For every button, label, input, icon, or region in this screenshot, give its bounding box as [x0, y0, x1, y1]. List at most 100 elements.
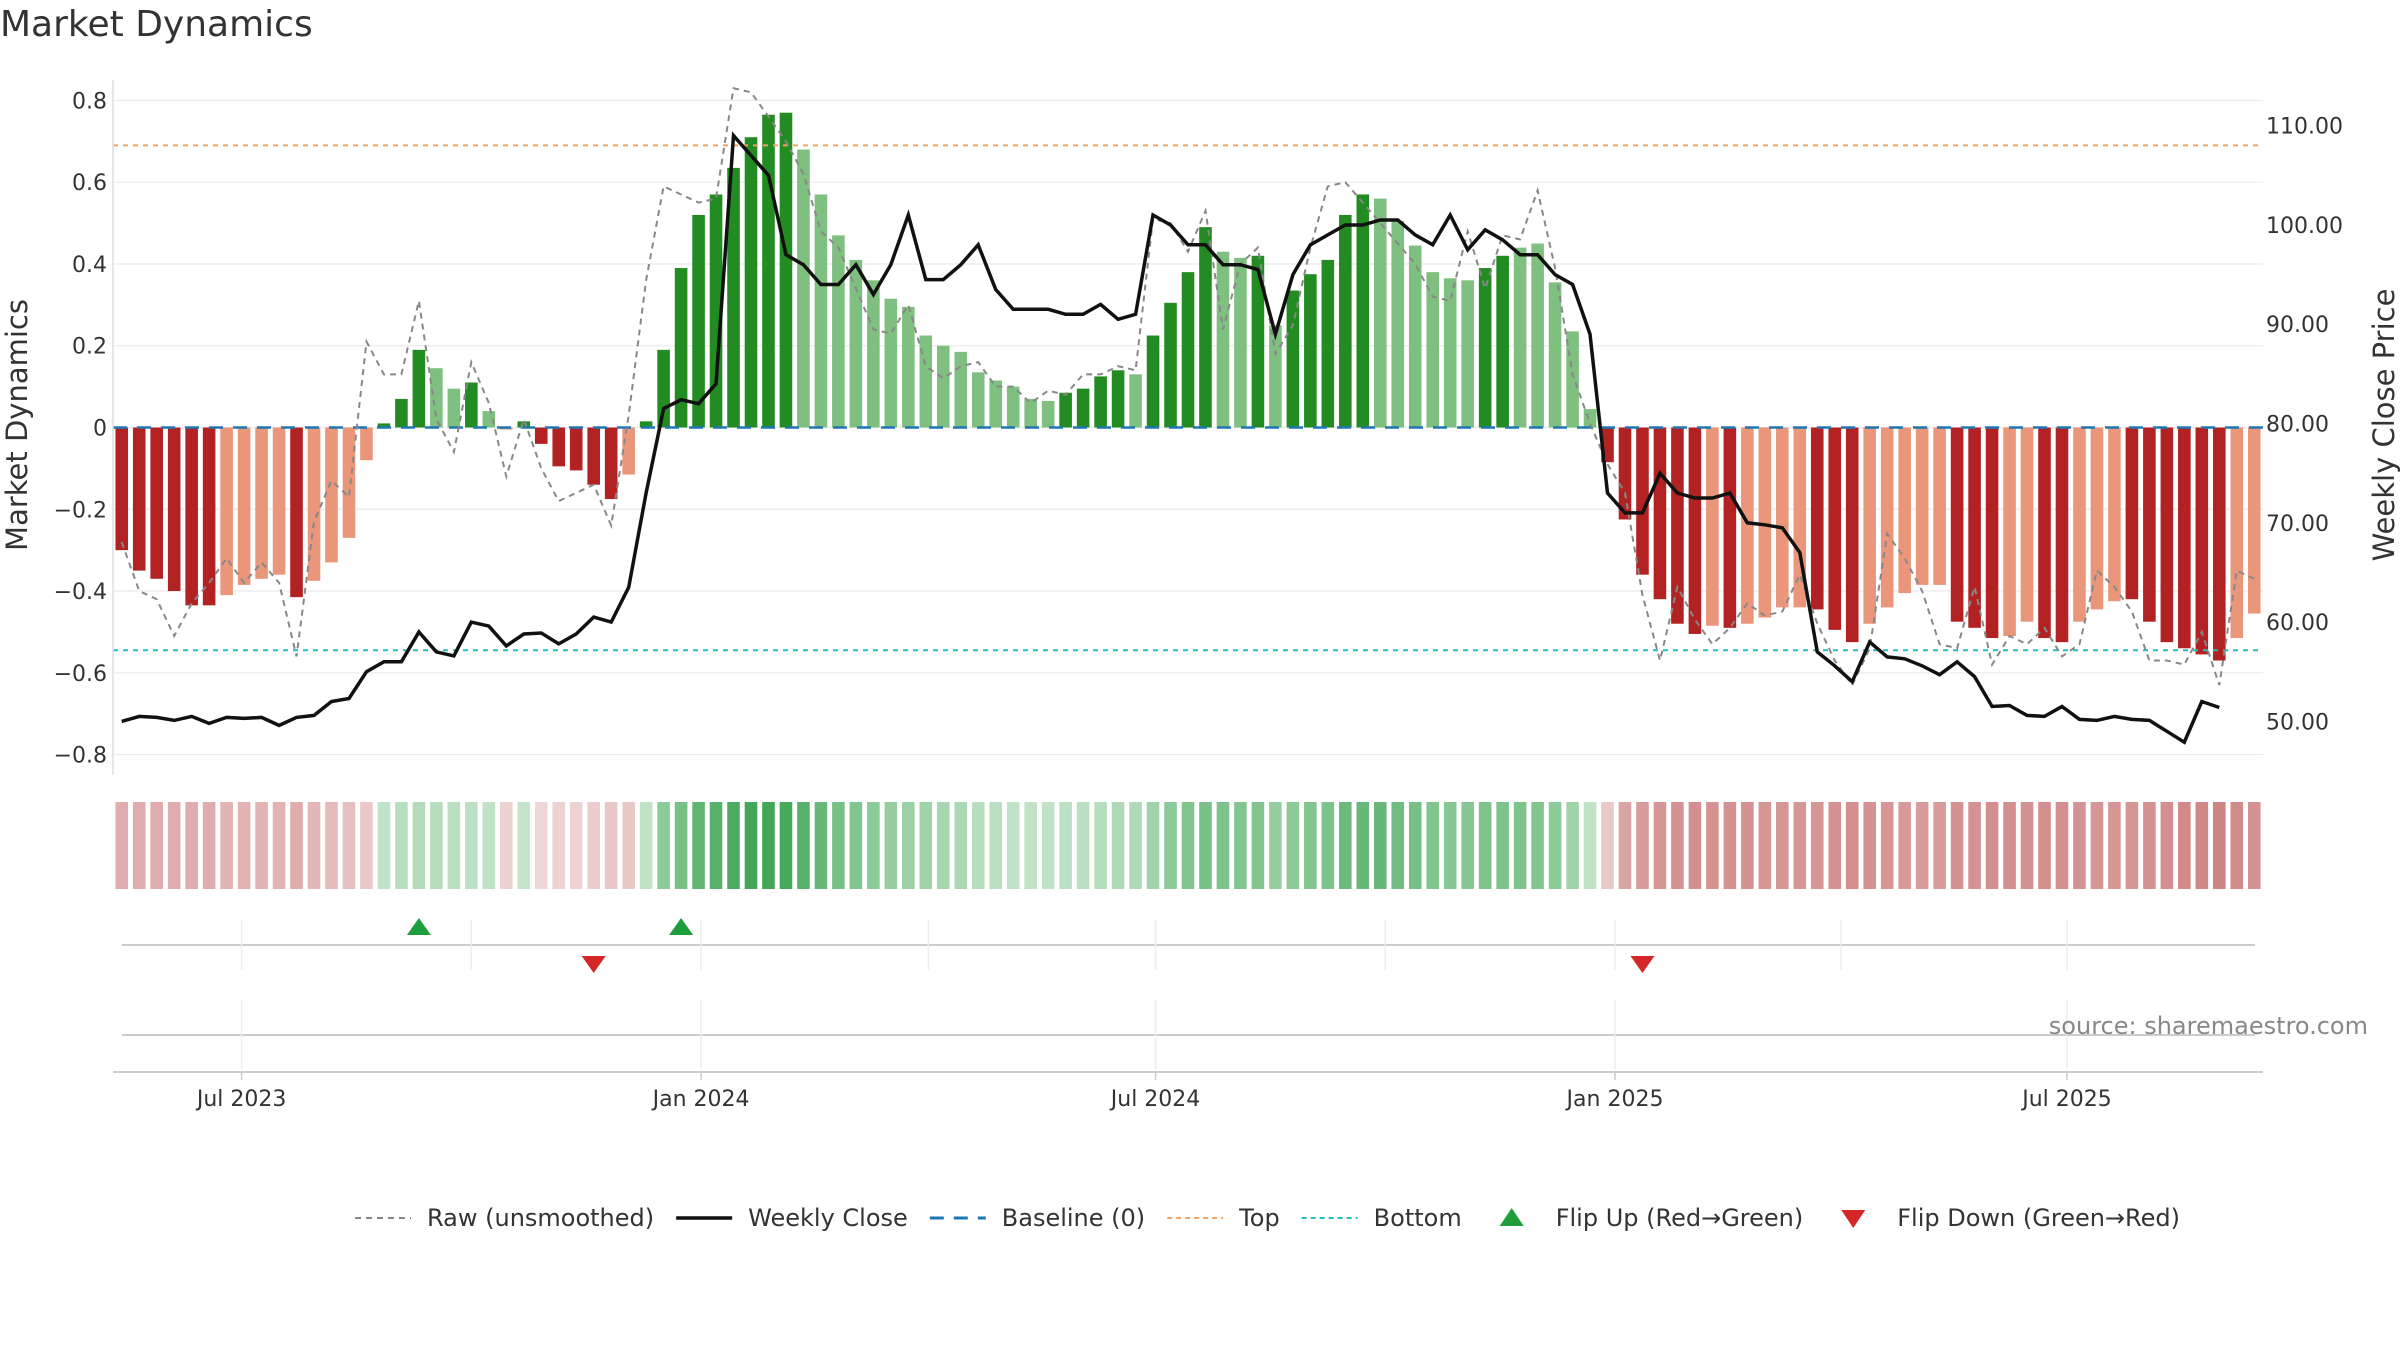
flip-down-marker: [1630, 956, 1655, 973]
band-cell: [1391, 802, 1405, 889]
dynamics-bar: [936, 345, 950, 428]
band-cell: [1094, 802, 1107, 889]
band-cell: [1950, 802, 1964, 889]
band-cell: [797, 802, 810, 889]
band-cell: [1443, 802, 1457, 889]
dynamics-bar: [1845, 427, 1859, 643]
dynamics-bar: [1059, 392, 1072, 428]
band-cell: [1566, 802, 1579, 889]
band-cell: [902, 802, 915, 889]
band-cell: [1286, 802, 1300, 889]
band-cell: [1618, 802, 1632, 889]
dynamics-bar: [255, 427, 268, 579]
band-cell: [1339, 802, 1352, 889]
band-cell: [430, 802, 443, 889]
band-cell: [1461, 802, 1474, 889]
dynamics-bar: [1915, 427, 1929, 585]
band-cell: [1531, 802, 1544, 889]
band-cell: [1478, 802, 1492, 889]
band-cell: [1251, 802, 1265, 889]
dynamics-bar: [1286, 290, 1300, 428]
dynamics-bar: [604, 427, 618, 500]
band-cell: [1356, 802, 1370, 889]
left-axis-label: Market Dynamics: [0, 299, 34, 551]
dynamics-bar: [989, 380, 1003, 428]
x-tick-label: Jul 2024: [1109, 1087, 1201, 1112]
band-cell: [2090, 802, 2104, 889]
band-cell: [552, 802, 566, 889]
flip-down-marker: [581, 956, 606, 973]
right-axis-ticks: 110.00 100.00 90.00 80.00 70.00 60.00 50.00: [2266, 115, 2343, 736]
right-axis-label: Weekly Close Price: [2367, 289, 2400, 562]
dynamics-bar: [185, 427, 198, 606]
band-cell: [1024, 802, 1037, 889]
dynamics-bar: [1933, 427, 1946, 585]
empty-bottom-panel: [113, 1000, 2263, 1073]
right-tick-label: 100.00: [2266, 214, 2343, 239]
band-cell: [849, 802, 863, 889]
dynamics-bar: [1181, 272, 1195, 428]
dynamics-bar: [762, 114, 775, 428]
band-cell: [744, 802, 758, 889]
band-cell: [1321, 802, 1335, 889]
band-cell: [1985, 802, 1999, 889]
band-cell: [465, 802, 478, 889]
band-cell: [604, 802, 618, 889]
band-cell: [1041, 802, 1055, 889]
band-cell: [1234, 802, 1247, 889]
band-cell: [622, 802, 635, 889]
band-cell: [1146, 802, 1160, 889]
dynamics-bar: [2195, 427, 2209, 655]
band-cell: [1129, 802, 1142, 889]
band-cell: [447, 802, 461, 889]
dynamics-bar: [465, 382, 478, 428]
dynamics-bar: [622, 427, 635, 475]
band-cell: [342, 802, 356, 889]
x-tick-label: Jan 2025: [1565, 1087, 1664, 1112]
dynamics-bar: [1356, 194, 1370, 428]
band-cell: [1723, 802, 1737, 889]
dynamics-bar: [1810, 427, 1824, 610]
band-cell: [1199, 802, 1212, 889]
x-tick-label: Jul 2025: [2020, 1087, 2112, 1112]
dynamics-bar: [2178, 427, 2191, 649]
band-cell: [832, 802, 845, 889]
x-axis-ticks: Jul 2023 Jan 2024 Jul 2024 Jan 2025 Jul 2025: [195, 1072, 2112, 1112]
dynamics-bar: [2020, 427, 2034, 622]
band-cell: [1164, 802, 1177, 889]
dynamics-bar: [1129, 374, 1142, 428]
dynamics-bar: [2125, 427, 2139, 600]
band-cell: [167, 802, 181, 889]
band-cell: [1496, 802, 1509, 889]
legend-label: Weekly Close: [748, 1204, 908, 1232]
band-cell: [2178, 802, 2191, 889]
band-cell: [2055, 802, 2069, 889]
right-tick-label: 60.00: [2266, 611, 2329, 636]
dynamics-bar: [2143, 427, 2156, 622]
dynamics-bar: [1146, 335, 1160, 428]
dynamics-bar: [1251, 255, 1265, 428]
dynamics-bar: [1706, 427, 1719, 626]
dynamics-bar: [272, 427, 286, 575]
dynamics-bar: [430, 368, 443, 428]
dynamics-bar: [2160, 427, 2174, 643]
x-tick-label: Jul 2023: [195, 1087, 287, 1112]
dynamics-bar: [2090, 427, 2104, 610]
band-cell: [867, 802, 880, 889]
dynamics-bar: [552, 427, 566, 467]
band-cell: [482, 802, 496, 889]
band-cell: [1671, 802, 1684, 889]
dynamics-bar: [150, 427, 163, 579]
dynamics-bar: [1269, 325, 1282, 428]
left-tick-label: −0.6: [54, 662, 107, 687]
band-cell: [2073, 802, 2086, 889]
dynamics-bar: [220, 427, 233, 596]
legend: Raw (unsmoothed) Weekly Close Baseline (0)…: [355, 1204, 2180, 1232]
band-cell: [2213, 802, 2226, 889]
dynamics-bar: [1164, 302, 1177, 428]
band-cell: [639, 802, 653, 889]
band-cell: [325, 802, 338, 889]
band-cell: [1933, 802, 1946, 889]
dynamics-bars: [115, 112, 2261, 661]
dynamics-bar: [832, 235, 845, 428]
